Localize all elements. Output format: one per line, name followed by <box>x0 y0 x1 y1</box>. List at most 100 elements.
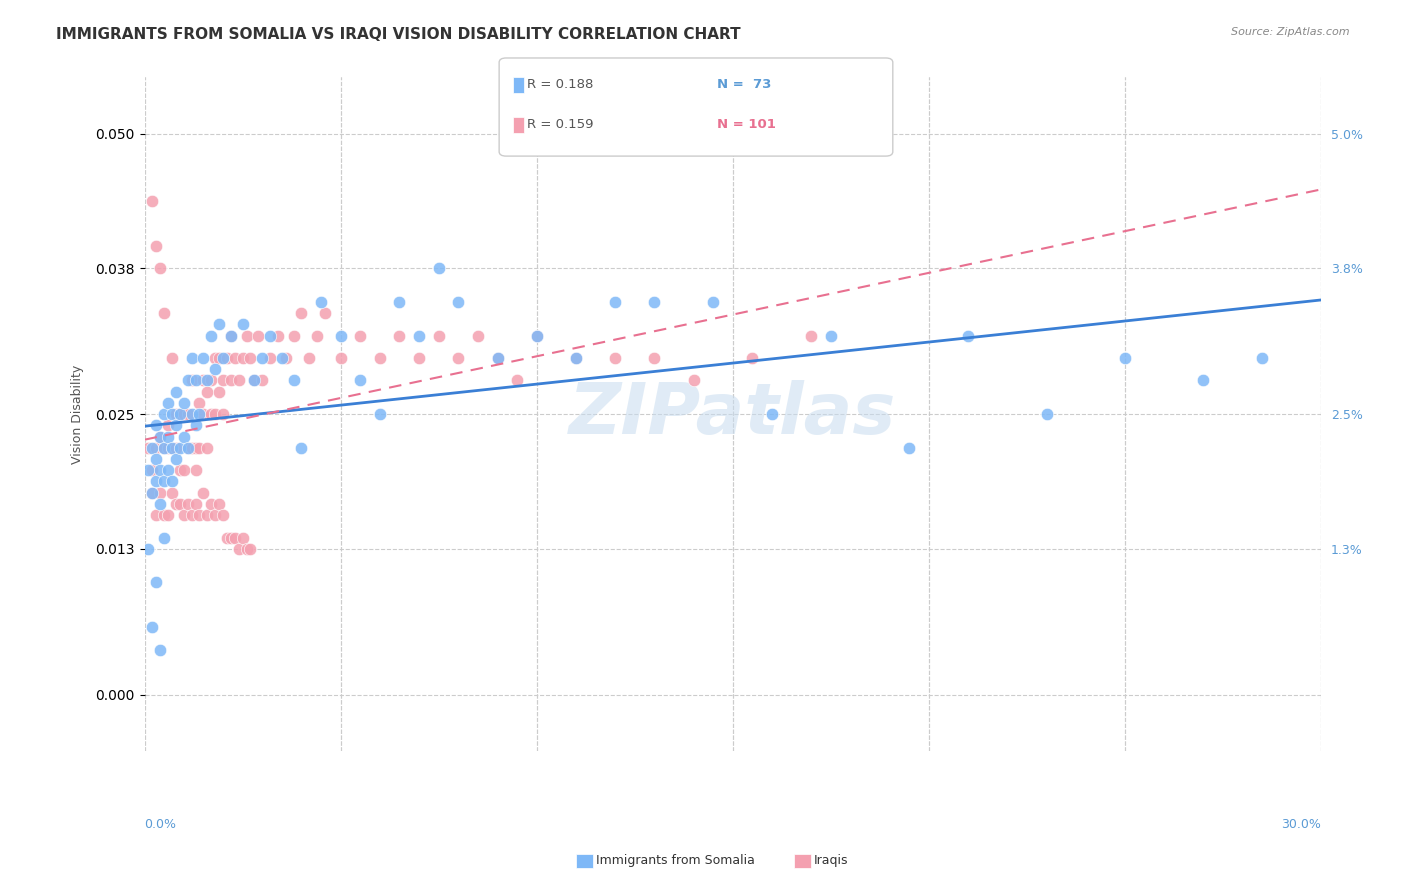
Point <box>447 294 470 309</box>
Point <box>212 407 235 421</box>
Point <box>259 351 281 365</box>
Point <box>180 407 202 421</box>
Point <box>1035 407 1057 421</box>
Point <box>173 407 195 421</box>
Point <box>307 328 329 343</box>
Point <box>160 441 183 455</box>
Point <box>160 407 183 421</box>
Point <box>177 441 200 455</box>
Point <box>153 441 176 455</box>
Point <box>200 407 222 421</box>
Point <box>149 485 172 500</box>
Point <box>252 351 274 365</box>
Point <box>215 531 238 545</box>
Point <box>219 373 242 387</box>
Text: R = 0.159: R = 0.159 <box>527 119 593 131</box>
Text: 30.0%: 30.0% <box>1281 818 1322 831</box>
Point <box>193 407 215 421</box>
Point <box>741 351 763 365</box>
Point <box>169 407 191 421</box>
Point <box>153 407 176 421</box>
Point <box>195 508 218 522</box>
Point <box>153 475 176 489</box>
Point <box>177 497 200 511</box>
Point <box>149 497 172 511</box>
Point <box>157 508 180 522</box>
Point <box>898 441 921 455</box>
Point <box>180 508 202 522</box>
Point <box>165 452 187 467</box>
Point <box>160 475 183 489</box>
Point <box>145 239 167 253</box>
Point <box>193 351 215 365</box>
Text: N = 101: N = 101 <box>717 119 776 131</box>
Point <box>427 261 450 276</box>
Point <box>184 497 207 511</box>
Point <box>169 497 191 511</box>
Point <box>138 441 160 455</box>
Point <box>228 541 250 556</box>
Point <box>408 351 430 365</box>
Point <box>467 328 489 343</box>
Point <box>145 452 167 467</box>
Point <box>149 463 172 477</box>
Point <box>486 351 509 365</box>
Point <box>157 396 180 410</box>
Point <box>145 418 167 433</box>
Point <box>208 497 231 511</box>
Point <box>212 373 235 387</box>
Point <box>177 407 200 421</box>
Point <box>160 351 183 365</box>
Y-axis label: Vision Disability: Vision Disability <box>72 365 84 464</box>
Point <box>165 384 187 399</box>
Point <box>349 373 371 387</box>
Point <box>243 373 266 387</box>
Point <box>219 531 242 545</box>
Point <box>184 373 207 387</box>
Point <box>149 261 172 276</box>
Point <box>204 508 226 522</box>
Point <box>180 441 202 455</box>
Point <box>565 351 588 365</box>
Point <box>153 508 176 522</box>
Point <box>173 396 195 410</box>
Point <box>388 294 411 309</box>
Point <box>702 294 724 309</box>
Point <box>224 351 246 365</box>
Point <box>157 418 180 433</box>
Point <box>195 384 218 399</box>
Point <box>368 351 391 365</box>
Point <box>283 328 305 343</box>
Text: Source: ZipAtlas.com: Source: ZipAtlas.com <box>1232 27 1350 37</box>
Point <box>682 373 704 387</box>
Point <box>388 328 411 343</box>
Point <box>526 328 548 343</box>
Point <box>173 429 195 443</box>
Point <box>169 441 191 455</box>
Point <box>145 508 167 522</box>
Point <box>165 407 187 421</box>
Point <box>957 328 980 343</box>
Text: Iraqis: Iraqis <box>814 855 849 867</box>
Point <box>243 373 266 387</box>
Point <box>165 497 187 511</box>
Point <box>160 485 183 500</box>
Point <box>141 194 163 208</box>
Point <box>239 541 262 556</box>
Point <box>259 328 281 343</box>
Point <box>195 373 218 387</box>
Point <box>427 328 450 343</box>
Point <box>232 351 254 365</box>
Point <box>141 441 163 455</box>
Point <box>200 328 222 343</box>
Point <box>173 463 195 477</box>
Point <box>329 328 352 343</box>
Point <box>290 441 312 455</box>
Point <box>184 463 207 477</box>
Text: R = 0.188: R = 0.188 <box>527 78 593 91</box>
Point <box>239 351 262 365</box>
Point <box>224 531 246 545</box>
Point <box>235 328 257 343</box>
Point <box>160 441 183 455</box>
Point <box>408 328 430 343</box>
